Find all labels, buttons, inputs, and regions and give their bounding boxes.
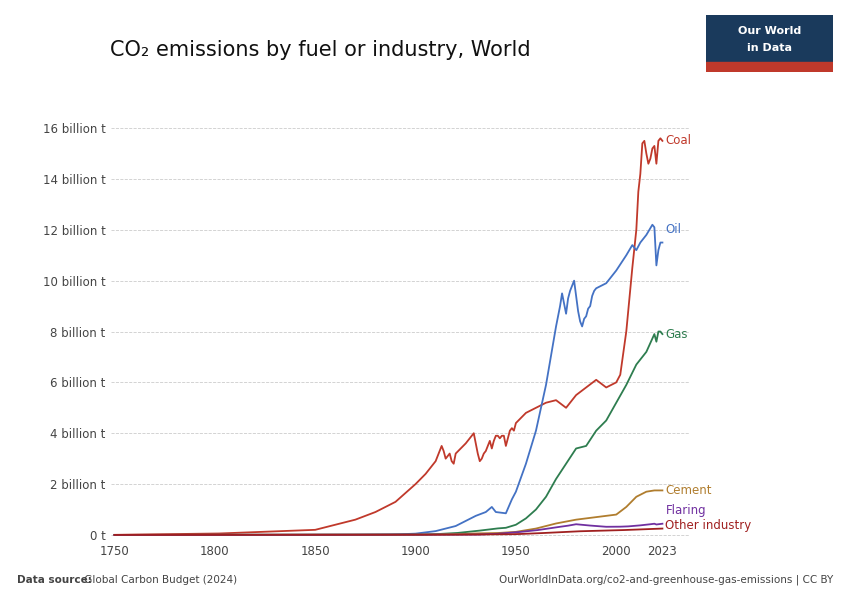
Text: Data source:: Data source:	[17, 575, 92, 585]
Text: OurWorldInData.org/co2-and-greenhouse-gas-emissions | CC BY: OurWorldInData.org/co2-and-greenhouse-ga…	[499, 575, 833, 585]
Text: Other industry: Other industry	[666, 519, 751, 532]
Text: Global Carbon Budget (2024): Global Carbon Budget (2024)	[81, 575, 237, 585]
Text: CO₂ emissions by fuel or industry, World: CO₂ emissions by fuel or industry, World	[110, 40, 531, 60]
Text: Gas: Gas	[666, 328, 688, 341]
Text: Cement: Cement	[666, 484, 712, 497]
Text: Coal: Coal	[666, 134, 691, 148]
Text: Oil: Oil	[666, 223, 682, 236]
Text: Our World: Our World	[738, 26, 801, 36]
Bar	[706, 62, 833, 72]
Text: Flaring: Flaring	[666, 504, 706, 517]
Text: in Data: in Data	[747, 43, 791, 53]
